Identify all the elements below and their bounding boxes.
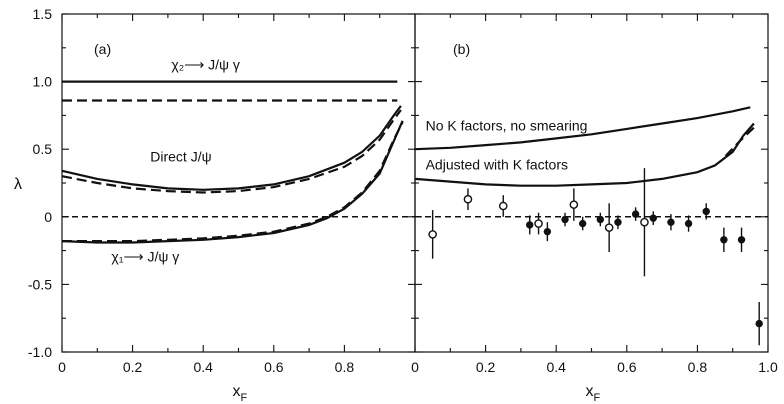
data-point-filled xyxy=(649,214,657,222)
annotation-a-1: Direct J/ψ xyxy=(150,148,211,164)
x-axis-label-a: xF xyxy=(233,383,248,404)
data-point-open xyxy=(569,200,579,209)
data-point-open xyxy=(640,217,649,227)
x-tick-label-a: 0.6 xyxy=(264,359,284,375)
panel-b: 0 0.2 0.4 0.6 0.8 1.0 xF (b) No K factors, no sm… xyxy=(411,13,778,404)
curve-a-4 xyxy=(61,120,404,244)
data-point-filled xyxy=(526,221,534,229)
panel-label-b: (b) xyxy=(453,41,470,57)
x-axis-label-sub-a: F xyxy=(241,392,248,404)
x-tick-label-b: 0.6 xyxy=(617,359,637,375)
x-tick-label-a: 0.4 xyxy=(193,359,213,375)
curve-a-3 xyxy=(61,109,402,194)
x-tick-label-b: 0 xyxy=(411,359,419,375)
annotation-a-2: χ₁⟶ J/ψ γ xyxy=(111,248,179,264)
data-point-open xyxy=(534,219,543,228)
data-point-open xyxy=(463,194,473,204)
panel-a: 0 0.2 0.4 0.6 0.8 1.5 1.0 0.5 0 -0.5 -1.0 λ xF (a) χ₂⟶… xyxy=(14,6,416,404)
panel-label-a: (a) xyxy=(94,41,111,57)
y-axis-label: λ xyxy=(14,176,22,193)
y-tick-label: 0 xyxy=(44,209,52,225)
x-tick-label-b: 0.4 xyxy=(546,359,566,375)
data-point-filled xyxy=(596,215,605,224)
data-point-filled xyxy=(702,207,710,216)
curve-b-1 xyxy=(414,122,755,187)
y-tick-label: 1.0 xyxy=(33,74,53,90)
x-tick-label-b: 0.2 xyxy=(476,359,496,375)
data-point-filled xyxy=(755,319,763,328)
y-tick-label: -1.0 xyxy=(28,344,52,360)
curve-b-2 xyxy=(724,126,755,157)
data-point-filled xyxy=(543,227,552,236)
x-axis-label-main-b: x xyxy=(586,383,594,400)
annotation-a-0: χ₂⟶ J/ψ γ xyxy=(171,56,240,72)
x-axis-label-b: xF xyxy=(586,383,601,404)
data-point-filled xyxy=(561,215,569,224)
data-point-filled xyxy=(684,219,693,228)
annotation-b-0: No K factors, no smearing xyxy=(426,117,588,133)
y-tick-label: -0.5 xyxy=(28,276,52,292)
x-tick-label-a: 0.2 xyxy=(123,359,143,375)
x-axis-label-main-a: x xyxy=(233,383,241,400)
data-point-filled xyxy=(631,210,640,218)
data-point-open xyxy=(498,201,508,211)
x-tick-label-b: 0.8 xyxy=(688,359,708,375)
y-tick-label: 1.5 xyxy=(33,6,53,22)
curve-a-5 xyxy=(62,121,404,243)
data-point-open xyxy=(604,223,614,232)
data-point-filled xyxy=(614,218,622,226)
data-point-filled xyxy=(737,236,746,244)
x-tick-label-b: 1.0 xyxy=(758,359,778,375)
data-point-filled xyxy=(578,219,587,228)
x-tick-label-a: 0.8 xyxy=(335,359,355,375)
y-tick-label: 0.5 xyxy=(33,141,53,157)
annotation-b-1: Adjusted with K factors xyxy=(426,156,568,172)
data-point-filled xyxy=(720,236,728,244)
data-point-filled xyxy=(667,218,675,226)
x-tick-label-a: 0 xyxy=(58,359,66,375)
curve-b-0 xyxy=(414,106,751,151)
curve-a-2 xyxy=(61,105,402,191)
x-axis-label-sub-b: F xyxy=(594,392,601,404)
data-point-open xyxy=(428,230,437,239)
